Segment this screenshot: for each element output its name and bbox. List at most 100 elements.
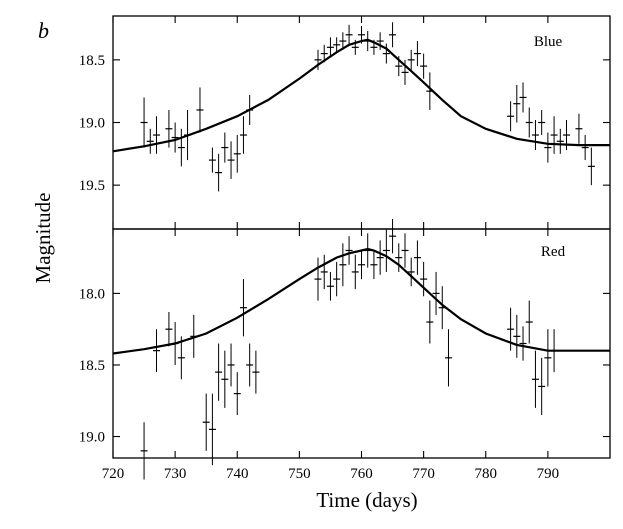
blue-data-point (333, 37, 341, 53)
red-data-point (246, 343, 254, 387)
blue-data-point (550, 116, 558, 154)
red-data-point (538, 357, 546, 416)
red-data-point (345, 236, 353, 265)
y-axis-title: Magnitude (31, 193, 55, 284)
red-y-tick-label: 19.0 (79, 430, 105, 446)
red-data-point (227, 343, 235, 387)
blue-data-point (519, 82, 527, 113)
red-data-point (531, 350, 539, 408)
x-tick-label: 790 (537, 466, 560, 482)
red-data-point (407, 257, 415, 287)
x-tick-labels: 720 730 740 750 760 770 780 790 (102, 466, 559, 482)
x-tick-label: 720 (102, 466, 125, 482)
blue-data-point (413, 41, 421, 67)
red-y-tick-label: 18.5 (79, 358, 105, 374)
blue-data-point (389, 22, 397, 48)
red-data-point (215, 343, 223, 401)
blue-data-point (196, 87, 204, 133)
red-data-point (519, 326, 527, 361)
blue-y-tick-label: 19.5 (79, 178, 105, 194)
blue-data-point (345, 24, 353, 45)
red-data-point (413, 240, 421, 275)
blue-data-point (314, 49, 322, 70)
blue-data-point (239, 116, 247, 154)
red-data-point (420, 261, 428, 297)
red-data-point (351, 254, 359, 290)
x-axis-title: Time (days) (316, 488, 417, 512)
x-tick-label: 780 (475, 466, 498, 482)
blue-data-point (420, 53, 428, 79)
red-data-point (252, 350, 260, 394)
red-data-point (444, 329, 452, 387)
x-tick-label: 740 (226, 466, 249, 482)
red-data-point (376, 240, 384, 275)
red-panel-points (140, 218, 558, 480)
red-data-point (152, 329, 160, 373)
blue-data-point (208, 147, 216, 173)
blue-data-point (326, 37, 334, 58)
blue-data-point (581, 135, 589, 161)
red-data-point (202, 393, 210, 451)
red-data-point (326, 271, 334, 301)
blue-data-point (339, 32, 347, 50)
blue-data-point (556, 128, 564, 154)
red-data-point (165, 312, 173, 347)
red-data-point (426, 300, 434, 344)
red-data-point (544, 329, 552, 387)
red-data-point (314, 257, 322, 301)
red-panel: 18.0 18.5 19.0 Red (79, 218, 611, 480)
blue-data-point (215, 153, 223, 192)
blue-data-point (140, 97, 148, 148)
red-data-point (208, 393, 216, 466)
blue-data-point (227, 141, 235, 179)
blue-data-point (177, 128, 185, 167)
red-data-point (221, 350, 229, 408)
blue-data-point (233, 135, 241, 173)
red-data-point (358, 250, 365, 280)
red-y-tick-label: 18.0 (79, 286, 105, 302)
red-data-point (333, 261, 341, 297)
blue-fit-curve (112, 38, 610, 153)
blue-panel-points (140, 22, 595, 192)
x-tick-label: 760 (350, 466, 373, 482)
red-data-point (432, 271, 440, 315)
red-data-point (513, 314, 521, 358)
blue-data-point (171, 122, 179, 153)
red-series-label: Red (541, 244, 566, 260)
red-data-point (525, 300, 533, 344)
red-data-point (389, 218, 397, 254)
red-data-point (233, 372, 241, 416)
blue-data-point (538, 109, 546, 136)
blue-series-label: Blue (534, 34, 563, 50)
x-tick-label: 730 (164, 466, 187, 482)
red-panel-ticks: 18.0 18.5 19.0 (79, 229, 610, 458)
red-data-point (370, 250, 378, 280)
blue-data-point (513, 84, 521, 123)
red-data-point (382, 229, 390, 272)
blue-data-point (507, 101, 515, 132)
blue-data-point (407, 49, 415, 70)
red-data-point (239, 279, 247, 337)
blue-data-point (587, 147, 595, 186)
blue-panel-ticks: 18.5 19.0 19.5 (79, 16, 610, 229)
red-data-point (177, 336, 185, 380)
blue-data-point (575, 113, 583, 144)
blue-panel: 18.5 19.0 19.5 Blue (79, 15, 611, 230)
x-tick-label: 750 (288, 466, 311, 482)
blue-data-point (376, 32, 384, 50)
blue-data-point (146, 128, 154, 154)
red-data-point (395, 243, 403, 272)
red-fit-curve (112, 247, 610, 355)
blue-data-point (544, 132, 552, 163)
blue-y-tick-label: 19.0 (79, 116, 105, 132)
red-data-point (339, 243, 347, 287)
blue-data-point (152, 116, 160, 154)
red-data-point (320, 254, 328, 290)
red-data-point (140, 422, 148, 480)
blue-data-point (531, 119, 539, 151)
blue-y-tick-label: 18.5 (79, 53, 105, 69)
blue-data-point (525, 107, 533, 138)
red-data-point (401, 233, 409, 268)
blue-data-point (382, 43, 390, 64)
